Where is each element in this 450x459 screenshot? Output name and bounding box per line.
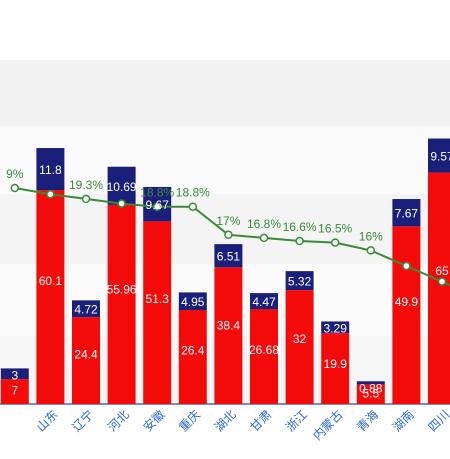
bar-upper [107, 166, 136, 205]
x-tick-label: 甘肃 [247, 407, 274, 434]
line-point-label: 18.8% [140, 186, 174, 200]
line-point [437, 277, 447, 286]
bar-lower [72, 317, 100, 404]
bar-lower [0, 379, 29, 404]
bar-lower-label: 32 [293, 332, 307, 346]
bar-series [0, 138, 450, 404]
bar-lower [285, 290, 314, 404]
line-point [10, 183, 20, 193]
line-point [402, 261, 411, 271]
bar-lower-label: 65 [435, 264, 449, 278]
bar-lower-label: 24.4 [74, 348, 98, 362]
line-point [330, 238, 340, 247]
line-path [14, 187, 450, 287]
x-tick-label: 青海 [354, 407, 382, 435]
x-tick-label: 内蒙古 [309, 407, 345, 443]
x-tick-label: 安徽 [140, 407, 168, 435]
line-point-label: 19.3% [69, 178, 103, 192]
line-series: 9%19.3%18.8%18.8%17%16.8%16.6%16.5%16%13 [6, 167, 450, 287]
bar-upper-label: 0.88 [359, 381, 383, 395]
bar-lower [107, 204, 136, 404]
bar-lower-label: 49.9 [395, 295, 419, 309]
bar-lower [356, 384, 385, 404]
bar-upper [285, 271, 314, 291]
x-tick-label: 辽宁 [69, 407, 97, 435]
line-point-label: 17% [216, 214, 240, 228]
bar-lower [178, 310, 207, 404]
bar-upper [214, 244, 243, 268]
bar-upper [321, 321, 350, 334]
bar-upper-label: 6.51 [217, 250, 241, 264]
line-point-label: 9% [6, 167, 24, 181]
bar-upper [428, 138, 450, 173]
bar-upper [356, 381, 385, 385]
bar-lower [428, 172, 450, 404]
x-tick-label: 湖北 [211, 407, 239, 435]
bar-upper-label: 9.57 [430, 150, 450, 164]
line-point [46, 189, 55, 199]
bar-lower-label: 7 [11, 384, 18, 398]
bar-upper-label: 3.29 [324, 321, 348, 335]
bar-upper-label: 7.67 [395, 207, 419, 221]
bar-lower [214, 267, 243, 404]
line-point [152, 202, 162, 211]
bar-lower-label: 51.3 [146, 292, 170, 306]
bar-upper [178, 292, 207, 311]
bar-lower [392, 226, 421, 404]
line-point [259, 233, 269, 243]
bar-lower-label: 55.96 [107, 282, 137, 296]
bar-upper-label: 4.72 [74, 303, 98, 317]
bar-lower-label: 60.1 [39, 274, 63, 288]
bar-lower-label: 19.9 [324, 357, 348, 371]
bar-lower [36, 190, 65, 404]
bar-upper [72, 300, 100, 318]
bar-upper [392, 199, 421, 227]
line-point-label: 16.6% [283, 220, 317, 234]
bar-lower [321, 333, 350, 404]
line-point [117, 199, 126, 208]
bar-upper [250, 293, 278, 310]
bar-lower [250, 309, 278, 404]
data-labels: 7 3 60.1 11.8 24.4 4.72 55.96 10.69 51.3 9.67 26.4… [11, 150, 450, 401]
x-axis-tick-labels: 山东辽宁河北安徽重庆湖北甘肃浙江内蒙古青海湖南四川云 [34, 407, 450, 443]
line-point [188, 202, 198, 211]
x-tick-label: 浙江 [283, 407, 310, 434]
line-point-label: 16% [359, 229, 383, 243]
bar-upper-label: 10.69 [107, 180, 137, 194]
x-tick-label: 四川 [425, 407, 450, 434]
bar-upper-label: 11.8 [39, 163, 62, 177]
bar-upper-label: 4.47 [252, 295, 276, 309]
line-point [366, 246, 376, 255]
bar-upper-label: 4.95 [181, 295, 205, 309]
bar-lower-label: 26.4 [181, 343, 205, 357]
x-tick-label: 重庆 [176, 407, 203, 434]
line-point [295, 236, 304, 246]
bar-upper-label: 3 [11, 368, 18, 382]
bar-upper-label: 5.32 [288, 275, 312, 289]
x-tick-label: 河北 [105, 407, 132, 434]
line-point-label: 18.8% [176, 186, 210, 200]
line-point-label: 16.5% [318, 222, 352, 236]
bar-lower-label: 26.68 [249, 343, 279, 357]
line-point [81, 194, 91, 204]
line-point-label: 16.8% [247, 217, 281, 231]
bar-lower-label: 38.4 [217, 319, 241, 333]
x-tick-label: 湖南 [389, 407, 417, 435]
bar-lower-label: 5.5 [362, 387, 379, 401]
bar-upper [0, 368, 29, 380]
bar-upper-label: 9.67 [146, 198, 170, 212]
line-point [224, 230, 233, 240]
x-tick-label: 山东 [34, 407, 61, 434]
bar-upper [36, 148, 65, 191]
bar-lower [143, 221, 172, 404]
